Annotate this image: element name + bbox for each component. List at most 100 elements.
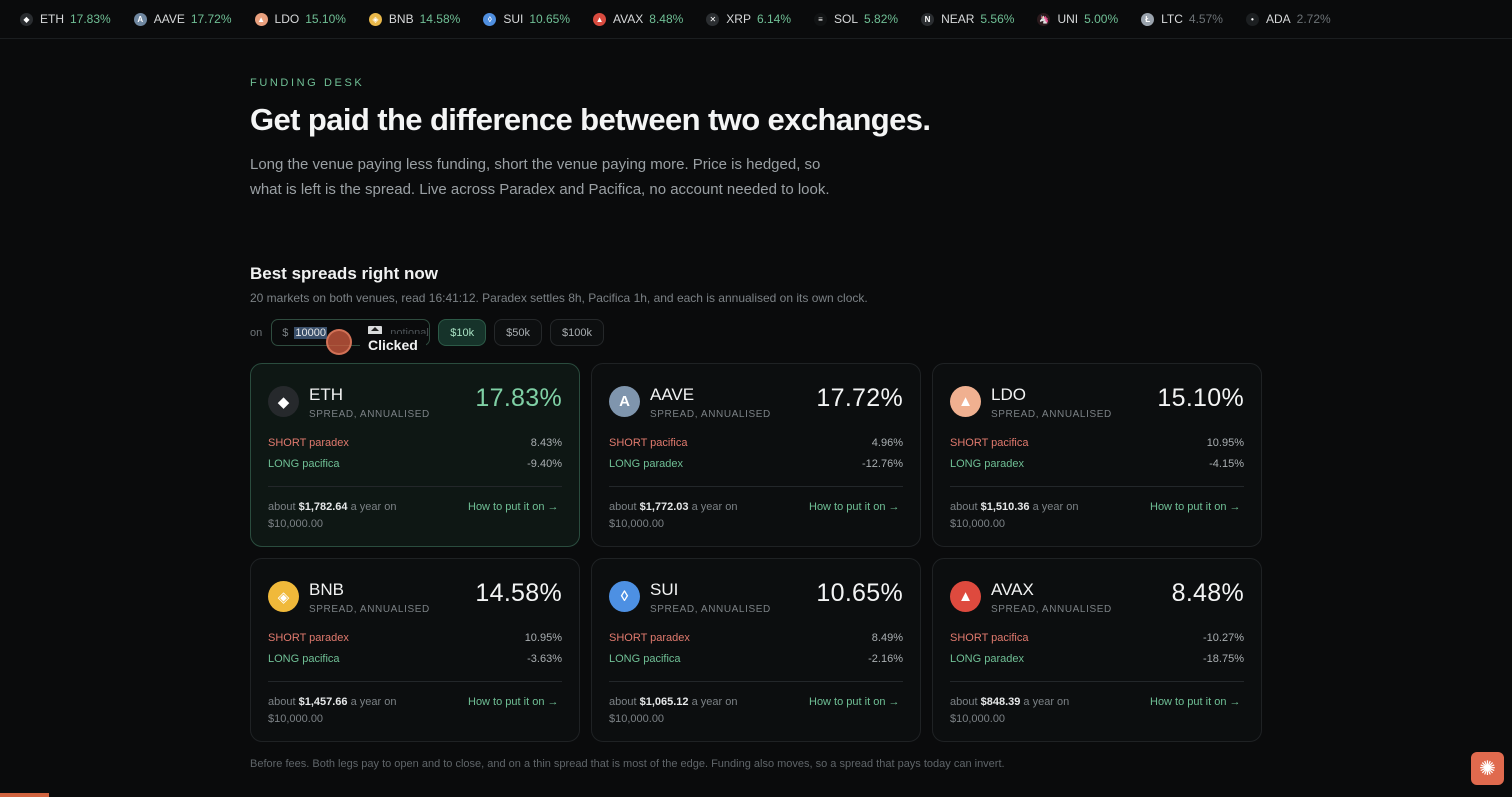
long-leg: LONG pacifica -9.40% <box>268 458 562 470</box>
preset-100k-button[interactable]: $100k <box>549 319 604 346</box>
coin-icon: ▲ <box>254 12 268 26</box>
how-to-link[interactable]: How to put it on → <box>468 501 559 513</box>
how-to-link[interactable]: How to put it on → <box>1150 696 1241 708</box>
spread-card-sui[interactable]: ◊ SUI SPREAD, ANNUALISED 10.65% SHORT parade… <box>591 558 921 742</box>
long-leg: LONG paradex -18.75% <box>950 653 1244 665</box>
card-subtitle: SPREAD, ANNUALISED <box>991 409 1112 420</box>
long-rate: -12.76% <box>862 458 903 470</box>
divider <box>268 681 562 682</box>
coin-icon: N <box>921 12 935 26</box>
ticker-pct: 17.72% <box>190 12 232 26</box>
short-venue: SHORT paradex <box>268 632 349 644</box>
about-suffix: a year on $10,000.00 <box>268 501 397 530</box>
short-leg: SHORT pacifica 10.95% <box>950 437 1244 449</box>
long-venue: LONG paradex <box>950 458 1024 470</box>
ticker-pct: 2.72% <box>1296 12 1331 26</box>
long-venue: LONG paradex <box>609 458 683 470</box>
short-venue: SHORT paradex <box>609 632 690 644</box>
spread-pct: 10.65% <box>816 579 903 607</box>
on-label: on <box>250 326 263 339</box>
card-symbol: SUI <box>650 580 679 599</box>
spread-cards-grid: ◆ ETH SPREAD, ANNUALISED 17.83% SHORT parade… <box>250 363 1262 742</box>
about-suffix: a year on $10,000.00 <box>609 696 738 725</box>
ticker-symbol: AAVE <box>153 12 185 26</box>
ticker-symbol: LDO <box>274 12 300 26</box>
long-leg: LONG paradex -12.76% <box>609 458 903 470</box>
coin-icon: • <box>1245 12 1259 26</box>
yearly-amount: $848.39 <box>980 696 1021 708</box>
about-suffix: a year on $10,000.00 <box>950 696 1070 725</box>
preset-50k-button[interactable]: $50k <box>494 319 542 346</box>
short-venue: SHORT pacifica <box>950 632 1029 644</box>
section-subtitle: 20 markets on both venues, read 16:41:12… <box>250 291 868 305</box>
coin-glyph: ◆ <box>277 393 290 411</box>
ticker-item-aave[interactable]: A AAVE 17.72% <box>133 12 232 26</box>
section-title: Best spreads right now <box>250 264 438 283</box>
ticker-pct: 4.57% <box>1188 12 1223 26</box>
assistant-fab-button[interactable]: ✺ <box>1471 752 1504 785</box>
short-rate: -10.27% <box>1203 632 1244 644</box>
page-title: Get paid the difference between two exch… <box>250 102 931 137</box>
short-rate: 4.96% <box>871 437 903 449</box>
yearly-amount: $1,772.03 <box>639 501 689 513</box>
spread-card-bnb[interactable]: ◈ BNB SPREAD, ANNUALISED 14.58% SHORT parade… <box>250 558 580 742</box>
yearly-amount: $1,457.66 <box>298 696 348 708</box>
spread-pct: 15.10% <box>1157 384 1244 412</box>
ticker-bar: ◆ ETH 17.83% A AAVE 17.72% ▲ LDO 15.10% ◈ BNB 14.58… <box>0 0 1512 39</box>
ticker-pct: 15.10% <box>305 12 346 26</box>
clicked-tooltip: Clicked <box>360 334 426 356</box>
divider <box>950 486 1244 487</box>
card-subtitle: SPREAD, ANNUALISED <box>650 409 771 420</box>
coin-icon: A <box>609 386 640 417</box>
yearly-estimate: about $1,772.03 a year on $10,000.00 <box>609 499 779 533</box>
ticker-item-near[interactable]: N NEAR 5.56% <box>921 12 1014 26</box>
long-leg: LONG pacifica -2.16% <box>609 653 903 665</box>
long-venue: LONG pacifica <box>268 458 340 470</box>
yearly-estimate: about $848.39 a year on $10,000.00 <box>950 694 1120 728</box>
ticker-item-ldo[interactable]: ▲ LDO 15.10% <box>254 12 346 26</box>
ticker-item-uni[interactable]: 🦄 UNI 5.00% <box>1037 12 1118 26</box>
yearly-amount: $1,782.64 <box>298 501 348 513</box>
how-to-link[interactable]: How to put it on → <box>468 696 559 708</box>
spread-card-eth[interactable]: ◆ ETH SPREAD, ANNUALISED 17.83% SHORT parade… <box>250 363 580 547</box>
ticker-symbol: UNI <box>1057 12 1079 26</box>
how-to-link[interactable]: How to put it on → <box>1150 501 1241 513</box>
divider <box>609 486 903 487</box>
amount-value[interactable]: 10000 <box>294 326 327 339</box>
ticker-item-sui[interactable]: ◊ SUI 10.65% <box>483 12 570 26</box>
long-rate: -18.75% <box>1203 653 1244 665</box>
short-leg: SHORT pacifica -10.27% <box>950 632 1244 644</box>
short-venue: SHORT paradex <box>268 437 349 449</box>
short-rate: 8.43% <box>530 437 562 449</box>
coin-icon: ◆ <box>268 386 299 417</box>
preset-10k-button[interactable]: $10k <box>438 319 487 346</box>
notional-controls: on $ 10000 notional $10k $50k $100k <box>250 319 612 346</box>
short-venue: SHORT pacifica <box>950 437 1029 449</box>
ticker-item-bnb[interactable]: ◈ BNB 14.58% <box>368 12 460 26</box>
yearly-amount: $1,065.12 <box>639 696 689 708</box>
about-suffix: a year on $10,000.00 <box>609 501 738 530</box>
spread-card-ldo[interactable]: ▲ LDO SPREAD, ANNUALISED 15.10% SHORT pacifi… <box>932 363 1262 547</box>
short-leg: SHORT paradex 10.95% <box>268 632 562 644</box>
how-to-link[interactable]: How to put it on → <box>809 696 900 708</box>
coin-icon: ✕ <box>706 12 720 26</box>
coin-icon: ▲ <box>593 12 607 26</box>
how-to-link[interactable]: How to put it on → <box>809 501 900 513</box>
ticker-item-xrp[interactable]: ✕ XRP 6.14% <box>706 12 791 26</box>
ticker-pct: 6.14% <box>756 12 792 26</box>
about-prefix: about <box>268 501 299 513</box>
spread-card-avax[interactable]: ▲ AVAX SPREAD, ANNUALISED 8.48% SHORT pacifi… <box>932 558 1262 742</box>
ticker-symbol: SOL <box>834 12 859 26</box>
ticker-item-sol[interactable]: ≡ SOL 5.82% <box>814 12 898 26</box>
click-indicator <box>326 329 352 355</box>
coin-icon: ◊ <box>609 581 640 612</box>
spread-card-aave[interactable]: A AAVE SPREAD, ANNUALISED 17.72% SHORT pacif… <box>591 363 921 547</box>
ticker-item-eth[interactable]: ◆ ETH 17.83% <box>20 12 111 26</box>
yearly-estimate: about $1,065.12 a year on $10,000.00 <box>609 694 779 728</box>
divider <box>268 486 562 487</box>
ticker-item-avax[interactable]: ▲ AVAX 8.48% <box>593 12 683 26</box>
card-symbol: AAVE <box>650 385 695 404</box>
about-suffix: a year on $10,000.00 <box>950 501 1079 530</box>
ticker-item-ltc[interactable]: Ł LTC 4.57% <box>1141 12 1223 26</box>
ticker-item-ada[interactable]: • ADA 2.72% <box>1245 12 1331 26</box>
